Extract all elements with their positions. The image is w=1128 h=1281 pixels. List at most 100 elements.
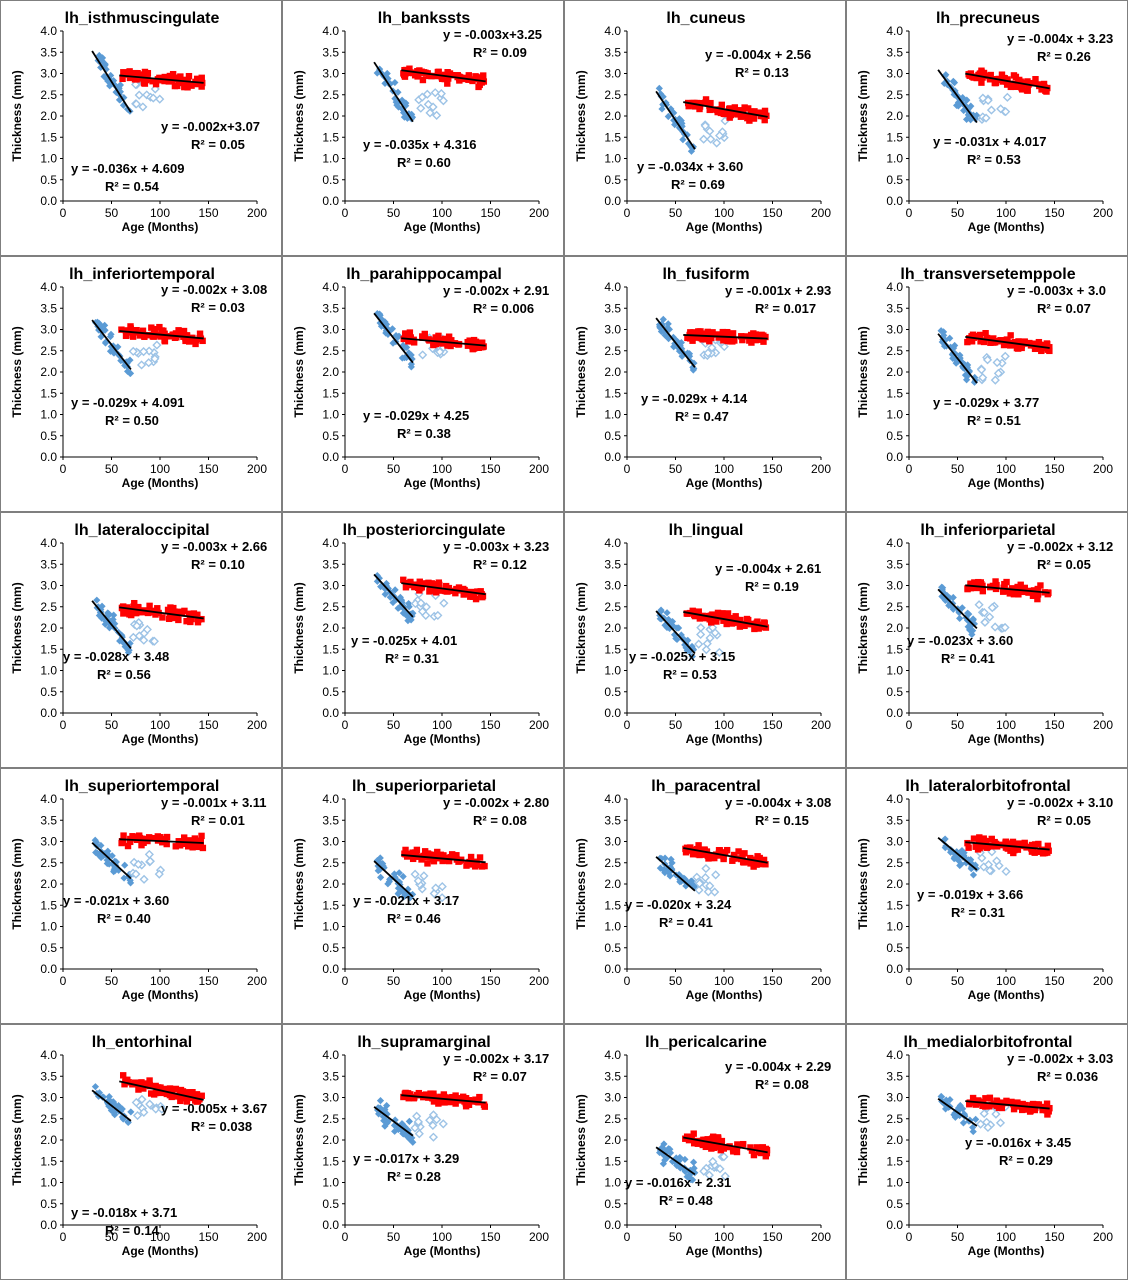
old-point	[428, 580, 435, 587]
young-fit-equation: y = -0.029x + 4.14	[641, 391, 748, 406]
chart-panel-lh-superiorparietal: lh_superiorparietal 0.0 0.5 1.0 1.5 2.0 2.5 3.0…	[282, 768, 564, 1024]
old-trendline	[965, 1100, 1050, 1110]
y-tick-label: 0.5	[604, 941, 621, 955]
old-point	[1031, 849, 1038, 856]
young-open-point	[144, 358, 154, 368]
y-tick-label: 2.5	[886, 88, 903, 102]
chart-title: lh_paracentral	[651, 778, 760, 795]
x-tick-label: 0	[342, 974, 349, 988]
old-trendline	[965, 336, 1050, 349]
young-open-point	[706, 134, 716, 144]
old-point	[986, 1103, 993, 1110]
young-point	[972, 1115, 980, 1123]
x-tick-label: 100	[150, 974, 170, 988]
old-trendline	[119, 74, 204, 84]
old-fit-r2: R² = 0.05	[1037, 813, 1091, 828]
old-point	[172, 843, 179, 850]
x-tick-label: 50	[387, 206, 401, 220]
y-tick-label: 0.5	[40, 941, 57, 955]
young-fit-r2: R² = 0.29	[999, 1153, 1053, 1168]
y-tick-label: 3.5	[604, 557, 621, 571]
old-point	[442, 582, 450, 590]
old-point	[416, 67, 423, 74]
old-point	[169, 614, 176, 622]
y-axis-label: Thickness (mm)	[856, 1094, 870, 1185]
young-point	[120, 874, 128, 882]
y-tick-label: 3.0	[322, 67, 339, 81]
young-open-point	[421, 602, 431, 612]
y-tick-label: 0.5	[322, 429, 339, 443]
old-point	[1000, 75, 1008, 82]
old-point	[761, 107, 769, 115]
young-open-point	[139, 874, 149, 884]
x-tick-label: 100	[714, 1230, 734, 1244]
old-point	[470, 342, 478, 349]
old-point	[444, 80, 451, 87]
old-point	[726, 338, 734, 345]
chart-title: lh_inferiorparietal	[920, 522, 1055, 539]
y-tick-label: 0.0	[886, 962, 903, 976]
y-tick-label: 1.0	[322, 664, 339, 678]
young-open-point	[1002, 92, 1012, 102]
young-open-point	[985, 612, 995, 622]
old-fit-equation: y = -0.001x + 3.11	[161, 795, 267, 810]
old-trendline	[401, 69, 486, 83]
old-trendline	[119, 330, 204, 340]
young-point	[125, 646, 133, 654]
y-tick-label: 0.0	[604, 962, 621, 976]
old-point	[156, 323, 163, 331]
young-point	[121, 861, 129, 869]
young-open-point	[699, 1166, 709, 1176]
young-point	[391, 95, 399, 103]
y-tick-label: 4.0	[322, 24, 339, 38]
old-point	[1030, 340, 1038, 347]
old-point	[132, 608, 140, 616]
y-tick-label: 2.0	[322, 365, 339, 379]
chart-svg: lh_bankssts 0.0 0.5 1.0 1.5 2.0 2.5 3.0 3.5 4.0 0 5…	[292, 10, 549, 234]
old-point	[1001, 583, 1008, 591]
old-trendline	[683, 334, 768, 340]
y-axis-label: Thickness (mm)	[574, 582, 588, 673]
y-tick-label: 2.5	[886, 344, 903, 358]
old-point	[127, 611, 135, 619]
old-point	[406, 329, 414, 336]
old-fit-r2: R² = 0.006	[473, 301, 534, 316]
y-tick-label: 0.0	[886, 194, 903, 208]
young-trendline	[373, 312, 414, 364]
chart-title: lh_superiortemporal	[65, 778, 220, 795]
y-tick-label: 4.0	[40, 280, 57, 294]
chart-title: lh_lateraloccipital	[74, 522, 209, 539]
x-tick-label: 200	[529, 1230, 549, 1244]
old-point	[1029, 592, 1037, 600]
y-tick-label: 0.5	[40, 173, 57, 187]
x-tick-label: 50	[105, 718, 119, 732]
old-point	[140, 77, 148, 84]
young-open-point	[438, 96, 448, 106]
old-point	[752, 856, 760, 863]
x-tick-label: 200	[529, 974, 549, 988]
old-point	[454, 72, 461, 79]
chart-panel-lh-fusiform: lh_fusiform 0.0 0.5 1.0 1.5 2.0 2.5 3.0 3.5 4.0 0 5…	[564, 256, 846, 512]
old-point	[450, 340, 457, 347]
young-fit-r2: R² = 0.54	[105, 179, 160, 194]
young-point	[956, 614, 964, 622]
x-tick-label: 100	[714, 974, 734, 988]
chart-panel-lh-supramarginal: lh_supramarginal 0.0 0.5 1.0 1.5 2.0 2.5 3.0 3.5…	[282, 1024, 564, 1280]
young-point	[383, 69, 391, 78]
young-open-point	[993, 368, 1004, 378]
young-point	[375, 310, 384, 318]
x-tick-label: 150	[762, 974, 782, 988]
old-point	[737, 107, 744, 114]
young-open-point	[700, 873, 710, 883]
old-point	[406, 65, 413, 72]
y-tick-label: 3.0	[886, 1091, 903, 1105]
old-point	[181, 607, 188, 615]
x-tick-label: 100	[714, 718, 734, 732]
y-tick-label: 3.5	[40, 45, 57, 59]
y-tick-label: 0.0	[322, 450, 339, 464]
y-tick-label: 1.5	[322, 130, 339, 144]
chart-title: lh_lingual	[669, 522, 744, 539]
old-point	[706, 106, 713, 114]
young-fit-equation: y = -0.035x + 4.316	[363, 137, 476, 152]
